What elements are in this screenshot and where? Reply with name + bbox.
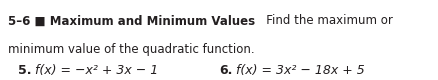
Text: Find the maximum or: Find the maximum or <box>255 14 393 27</box>
Text: f(x) = −x² + 3x − 1: f(x) = −x² + 3x − 1 <box>31 64 158 77</box>
Text: 5.: 5. <box>18 64 31 77</box>
Text: f(x) = 3x² − 18x + 5: f(x) = 3x² − 18x + 5 <box>233 64 365 77</box>
Text: 6.: 6. <box>219 64 233 77</box>
Text: 5–6 ■ Maximum and Minimum Values: 5–6 ■ Maximum and Minimum Values <box>8 14 255 27</box>
Text: minimum value of the quadratic function.: minimum value of the quadratic function. <box>8 43 254 56</box>
